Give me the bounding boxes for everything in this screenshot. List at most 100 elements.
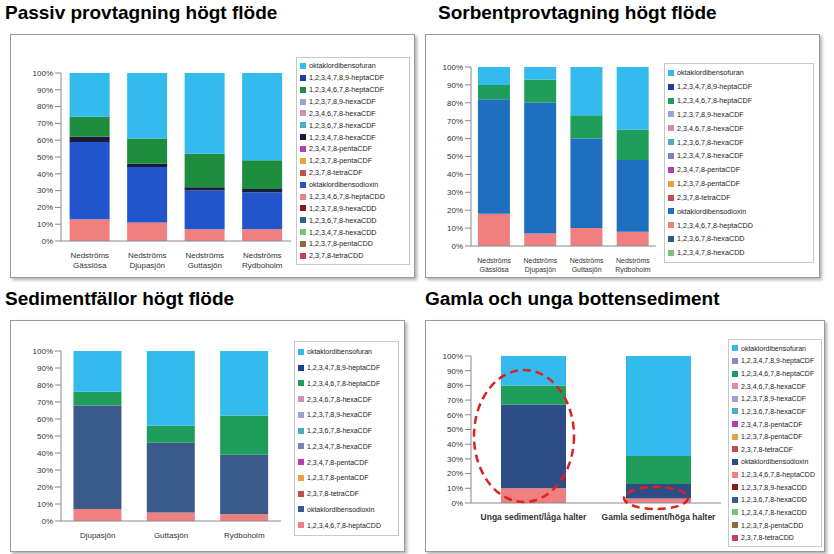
svg-text:100%: 100% — [443, 63, 463, 72]
svg-text:0%: 0% — [451, 242, 463, 251]
svg-text:30%: 30% — [37, 466, 53, 475]
html-text:1,2,3,4,6,7,8-heptaCDF: 1,2,3,4,6,7,8-heptaCDF — [307, 379, 381, 387]
html-text:1,2,3,7,8-pentaCDF: 1,2,3,7,8-pentaCDF — [677, 179, 741, 189]
svg-text:NedströmsGässlösa: NedströmsGässlösa — [477, 257, 511, 273]
svg-text:Djupasjön: Djupasjön — [80, 531, 116, 540]
html-text:1,2,3,7,8,9-hexaCDF: 1,2,3,7,8,9-hexaCDF — [309, 97, 376, 106]
svg-text:80%: 80% — [37, 381, 53, 390]
svg-text:50%: 50% — [37, 153, 53, 162]
svg-text:50%: 50% — [447, 425, 463, 434]
svg-text:0%: 0% — [41, 517, 53, 526]
svg-text:0%: 0% — [41, 237, 53, 246]
svg-text:NedströmsGuttasjön: NedströmsGuttasjön — [570, 257, 604, 274]
svg-text:10%: 10% — [37, 220, 53, 229]
svg-text:60%: 60% — [447, 411, 463, 420]
svg-text:NedströmsGässlösa: NedströmsGässlösa — [70, 251, 109, 270]
svg-text:50%: 50% — [37, 432, 53, 441]
html-text:2,3,4,6,7,8-hexaCDF: 2,3,4,6,7,8-hexaCDF — [677, 123, 744, 133]
svg-text:50%: 50% — [447, 152, 463, 161]
html-text:1,2,3,4,6,7,8-heptaCDD: 1,2,3,4,6,7,8-heptaCDD — [309, 192, 385, 201]
html-text:1,2,3,4,7,8,9-heptaCDF: 1,2,3,4,7,8,9-heptaCDF — [307, 364, 381, 372]
html-text:1,2,3,4,7,8-hexaCDD: 1,2,3,4,7,8-hexaCDD — [677, 248, 745, 258]
svg-text:40%: 40% — [37, 449, 53, 458]
html-text:1,2,3,4,7,8,9-heptaCDF: 1,2,3,4,7,8,9-heptaCDF — [309, 73, 385, 83]
svg-text:100%: 100% — [33, 347, 53, 356]
svg-text:40%: 40% — [447, 170, 463, 179]
html-text:1,2,3,4,6,7,8-heptaCDD: 1,2,3,4,6,7,8-heptaCDD — [677, 220, 753, 230]
html-text:Passiv provtagning högt flöde: Passiv provtagning högt flöde — [5, 2, 278, 23]
svg-text:70%: 70% — [37, 398, 53, 407]
svg-text:Unga sediment/låga halter: Unga sediment/låga halter — [481, 512, 587, 522]
html-text:2,3,4,7,8-pentaCDF: 2,3,4,7,8-pentaCDF — [307, 458, 369, 466]
html-text:1,2,3,7,8,9-hexaCDD: 1,2,3,7,8,9-hexaCDD — [309, 203, 377, 213]
html-text:1,2,3,6,7,8-hexaCDF: 1,2,3,6,7,8-hexaCDF — [309, 120, 376, 130]
html-text:oktaklordibensofuran: oktaklordibensofuran — [307, 348, 372, 356]
svg-text:30%: 30% — [447, 455, 463, 464]
svg-text:100%: 100% — [33, 69, 53, 78]
html-text:1,2,3,4,7,8-hexaCDF: 1,2,3,4,7,8-hexaCDF — [677, 151, 744, 161]
svg-text:90%: 90% — [37, 86, 53, 95]
svg-text:80%: 80% — [447, 99, 463, 108]
html-text:1,2,3,6,7,8-hexaCDF: 1,2,3,6,7,8-hexaCDF — [307, 427, 372, 435]
svg-text:90%: 90% — [447, 81, 463, 90]
svg-text:NedströmsDjupasjön: NedströmsDjupasjön — [523, 257, 557, 274]
svg-text:90%: 90% — [447, 367, 463, 376]
svg-text:10%: 10% — [447, 224, 463, 233]
html-text:1,2,3,7,8,9-hexaCDF: 1,2,3,7,8,9-hexaCDF — [307, 411, 372, 419]
html-text:1,2,3,7,8-pentaCDD: 1,2,3,7,8-pentaCDD — [309, 239, 373, 249]
svg-text:NedströmsRydboholm: NedströmsRydboholm — [615, 257, 651, 274]
svg-text:70%: 70% — [37, 119, 53, 128]
svg-text:60%: 60% — [37, 136, 53, 145]
html-text:1,2,3,4,6,7,8-heptaCDF: 1,2,3,4,6,7,8-heptaCDF — [309, 85, 385, 95]
svg-text:60%: 60% — [37, 415, 53, 424]
html-text:1,2,3,4,7,8-hexaCDF: 1,2,3,4,7,8-hexaCDF — [309, 132, 376, 142]
svg-text:90%: 90% — [37, 364, 53, 373]
svg-text:40%: 40% — [37, 170, 53, 179]
html-text:oktaklordibensofuran: oktaklordibensofuran — [677, 68, 744, 78]
svg-text:10%: 10% — [37, 500, 53, 509]
html-text:2,3,7,8-tetraCDF: 2,3,7,8-tetraCDF — [677, 192, 731, 202]
svg-text:80%: 80% — [447, 381, 463, 390]
svg-text:Rydboholm: Rydboholm — [224, 531, 265, 540]
svg-text:20%: 20% — [37, 483, 53, 492]
html-text:1,2,3,7,8-pentaCDF: 1,2,3,7,8-pentaCDF — [309, 156, 373, 166]
html-text:1,2,3,6,7,8-hexaCDF: 1,2,3,6,7,8-hexaCDF — [677, 137, 744, 147]
html-text:1,2,3,4,6,7,8-heptaCDF: 1,2,3,4,6,7,8-heptaCDF — [677, 96, 753, 105]
html-text:Sorbentprovtagning högt flöde: Sorbentprovtagning högt flöde — [438, 2, 717, 23]
svg-text:20%: 20% — [37, 203, 53, 212]
svg-text:20%: 20% — [447, 206, 463, 215]
html-text:Gamla och unga bottensediment: Gamla och unga bottensediment — [425, 288, 720, 309]
svg-text:Guttasjön: Guttasjön — [154, 531, 188, 540]
svg-text:NedströmsRydboholm: NedströmsRydboholm — [242, 251, 283, 270]
svg-text:30%: 30% — [37, 186, 53, 195]
svg-text:60%: 60% — [447, 134, 463, 143]
html-text:oktaklordibensofuran: oktaklordibensofuran — [309, 61, 376, 71]
svg-text:NedströmsDjupasjön: NedströmsDjupasjön — [128, 251, 167, 270]
html-text:1,2,3,4,7,8,9-heptaCDF: 1,2,3,4,7,8,9-heptaCDF — [677, 82, 753, 92]
html-text:2,3,7,8-tetraCDD: 2,3,7,8-tetraCDD — [309, 251, 364, 261]
html-text:2,3,4,7,8-pentaCDF: 2,3,4,7,8-pentaCDF — [677, 165, 741, 175]
html-text:oktaklordibensodioxin: oktaklordibensodioxin — [309, 180, 379, 190]
html-text:1,2,3,4,7,8-hexaCDF: 1,2,3,4,7,8-hexaCDF — [307, 442, 372, 450]
html-text:2,3,4,6,7,8-hexaCDF: 2,3,4,6,7,8-hexaCDF — [309, 108, 376, 118]
svg-text:80%: 80% — [37, 102, 53, 111]
svg-text:30%: 30% — [447, 188, 463, 197]
html-text:2,3,4,7,8-pentaCDF: 2,3,4,7,8-pentaCDF — [309, 144, 373, 154]
html-text:1,2,3,6,7,8-hexaCDD: 1,2,3,6,7,8-hexaCDD — [677, 234, 745, 244]
svg-text:100%: 100% — [443, 352, 463, 361]
html-text:1,2,3,7,8,9-hexaCDF: 1,2,3,7,8,9-hexaCDF — [677, 109, 744, 119]
html-text:Sedimentfällor högt flöde: Sedimentfällor högt flöde — [5, 288, 235, 309]
svg-text:Gamla sediment/höga halter: Gamla sediment/höga halter — [602, 512, 717, 522]
svg-text:NedströmsGuttasjön: NedströmsGuttasjön — [185, 251, 224, 270]
svg-text:40%: 40% — [447, 440, 463, 449]
html-text:oktaklordibensodioxin: oktaklordibensodioxin — [677, 206, 747, 216]
html-text:2,3,7,8-tetraCDF: 2,3,7,8-tetraCDF — [309, 168, 363, 178]
svg-text:0%: 0% — [451, 499, 463, 508]
html-text:2,3,4,6,7,8-hexaCDF: 2,3,4,6,7,8-hexaCDF — [307, 395, 372, 403]
html-text:1,2,3,4,7,8-hexaCDD: 1,2,3,4,7,8-hexaCDD — [309, 227, 377, 237]
svg-text:10%: 10% — [447, 484, 463, 493]
svg-text:70%: 70% — [447, 396, 463, 405]
svg-text:20%: 20% — [447, 469, 463, 478]
html-text:1,2,3,6,7,8-hexaCDD: 1,2,3,6,7,8-hexaCDD — [309, 215, 377, 225]
svg-text:70%: 70% — [447, 117, 463, 126]
